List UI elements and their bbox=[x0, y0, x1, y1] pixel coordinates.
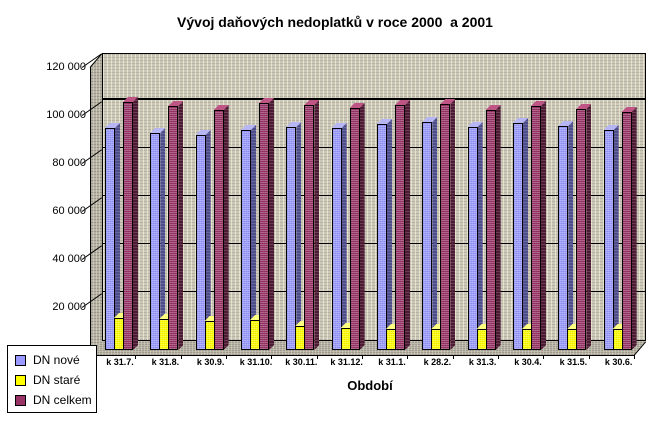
x-axis-title: Období bbox=[347, 378, 393, 393]
x-axis-label: k 28.2. bbox=[423, 357, 452, 367]
bar-dn-celkem-8 bbox=[485, 110, 496, 350]
x-axis-tick bbox=[135, 355, 137, 359]
bar-dn-celkem-6 bbox=[395, 105, 405, 350]
bar-dn-nov--6 bbox=[377, 124, 387, 350]
x-axis-label: k 31.5. bbox=[559, 357, 588, 367]
chart-title: Vývoj daňových nedoplatků v roce 2000 a … bbox=[177, 14, 493, 30]
bar-dn-nov--10 bbox=[558, 126, 569, 350]
bar-dn-celkem-3 bbox=[259, 103, 269, 350]
gridline bbox=[103, 147, 645, 148]
floor bbox=[90, 341, 646, 355]
y-axis-line bbox=[90, 67, 91, 355]
bar-dn-nov--3 bbox=[241, 130, 251, 350]
x-axis-tick bbox=[407, 355, 409, 359]
x-axis-tick bbox=[634, 355, 635, 359]
legend-swatch-dn-celkem bbox=[15, 394, 26, 406]
x-axis-label: k 31.3. bbox=[468, 357, 497, 367]
x-axis-tick bbox=[271, 355, 273, 359]
bar-dn-nov--7 bbox=[422, 122, 433, 350]
bar-dn-celkem-2 bbox=[213, 110, 224, 350]
y-axis-label: 80 000 bbox=[52, 157, 86, 169]
gridline bbox=[103, 98, 645, 100]
bar-dn-celkem-7 bbox=[440, 104, 451, 350]
x-axis-label: k 31.8. bbox=[151, 357, 180, 367]
x-axis-tick bbox=[180, 355, 182, 359]
bar-dn-celkem-1 bbox=[168, 106, 179, 350]
x-axis-tick bbox=[452, 355, 454, 359]
legend-item: DN nové bbox=[15, 350, 96, 370]
y-axis-label: 20 000 bbox=[52, 301, 86, 313]
legend: DN nové DN staré DN celkem bbox=[7, 345, 97, 413]
back-wall bbox=[102, 53, 646, 341]
bar-dn-nov--11 bbox=[603, 130, 614, 350]
legend-label: DN celkem bbox=[33, 393, 92, 407]
x-axis-tick bbox=[226, 355, 227, 359]
bar-dn-nov--4 bbox=[286, 127, 297, 350]
x-axis-tick bbox=[543, 355, 545, 359]
left-wall bbox=[90, 53, 102, 355]
gridline bbox=[103, 195, 645, 196]
bar-dn-celkem-0 bbox=[123, 102, 133, 350]
x-axis-label: k 31.1. bbox=[378, 357, 406, 367]
x-axis-label: k 30.6. bbox=[604, 357, 633, 367]
legend-swatch-dn-nove bbox=[15, 354, 26, 366]
x-axis-label: k 30.9. bbox=[196, 357, 225, 367]
x-axis-label: k 31.12. bbox=[330, 357, 363, 367]
bar-dn-celkem-5 bbox=[349, 108, 360, 350]
legend-item: DN staré bbox=[15, 370, 96, 390]
x-axis-tick bbox=[362, 355, 363, 359]
legend-swatch-dn-stare bbox=[15, 374, 26, 386]
bar-dn-celkem-10 bbox=[576, 109, 587, 350]
bar-dn-nov--2 bbox=[195, 135, 206, 350]
x-axis-tick bbox=[316, 355, 318, 359]
bar-dn-nov--5 bbox=[331, 128, 342, 350]
gridline bbox=[103, 243, 645, 244]
legend-label: DN nové bbox=[33, 353, 80, 367]
bar-dn-celkem-4 bbox=[304, 105, 315, 350]
x-axis-label: k 31.7. bbox=[106, 357, 134, 367]
x-axis-label: k 30.11. bbox=[285, 357, 318, 367]
legend-label: DN staré bbox=[33, 373, 81, 387]
bar-dn-nov--1 bbox=[150, 133, 161, 350]
bar-dn-nov--9 bbox=[513, 123, 523, 350]
bar-dn-celkem-11 bbox=[621, 112, 632, 350]
gridline bbox=[103, 291, 645, 292]
bar-dn-nov--0 bbox=[105, 128, 115, 350]
y-axis-label: 120 000 bbox=[46, 61, 86, 73]
x-axis-label: k 30.4. bbox=[514, 357, 542, 367]
y-axis-label: 40 000 bbox=[52, 253, 86, 265]
x-axis-label: k 31.10. bbox=[239, 357, 273, 367]
bar-dn-celkem-9 bbox=[531, 106, 541, 350]
x-axis-tick bbox=[498, 355, 499, 359]
bar-dn-nov--8 bbox=[467, 127, 478, 350]
y-axis-label: 100 000 bbox=[46, 109, 86, 121]
x-axis-tick bbox=[588, 355, 590, 359]
legend-item: DN celkem bbox=[15, 390, 96, 410]
y-axis-label: 60 000 bbox=[52, 205, 86, 217]
